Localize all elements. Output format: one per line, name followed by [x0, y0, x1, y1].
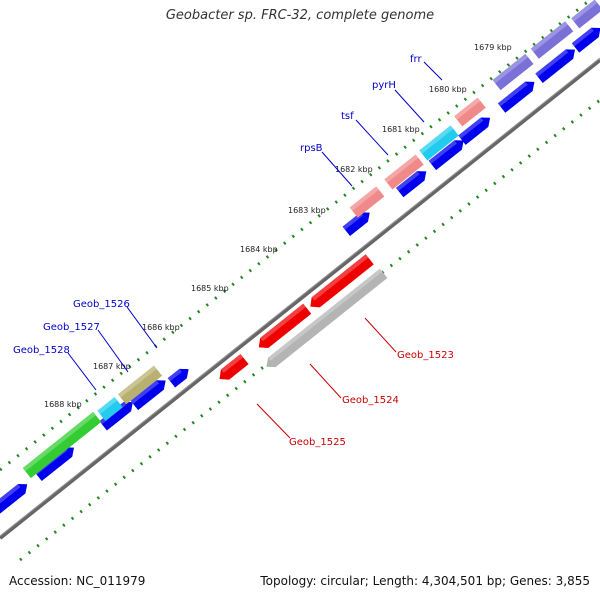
outer-dotted-track	[0, 0, 593, 472]
forward-orf-11[interactable]	[571, 23, 600, 53]
forward-orf-7[interactable]	[428, 136, 468, 171]
tick-1683: 1683 kbp	[288, 206, 326, 215]
forward-orf-9[interactable]	[497, 77, 538, 113]
tick-1679: 1679 kbp	[474, 43, 512, 52]
forward-orf-track	[0, 23, 600, 517]
tick-1680: 1680 kbp	[429, 85, 467, 94]
tick-1685: 1685 kbp	[191, 284, 229, 293]
forward-orf-6[interactable]	[395, 167, 430, 198]
forward-orf-10[interactable]	[535, 45, 578, 84]
cds-tsf[interactable]	[384, 154, 424, 190]
gene-label-pyrH[interactable]: pyrH	[372, 80, 396, 91]
forward-orf-8[interactable]	[458, 113, 494, 145]
cds-purple-1[interactable]	[492, 53, 534, 91]
tick-1687: 1687 kbp	[93, 362, 131, 371]
inner-dotted-track	[19, 98, 600, 562]
cds-geob-1528[interactable]	[22, 411, 102, 479]
forward-orf-0[interactable]	[0, 480, 31, 517]
tick-labels: 1679 kbp 1680 kbp 1681 kbp 1682 kbp 1683…	[44, 43, 512, 409]
label-leaders	[67, 61, 443, 391]
cds-pyrH[interactable]	[419, 125, 459, 161]
genome-summary-text: Topology: circular; Length: 4,304,501 bp…	[260, 574, 590, 588]
gene-label-geob-1526[interactable]: Geob_1526	[73, 299, 130, 310]
gene-label-geob-1524[interactable]: Geob_1524	[342, 395, 399, 406]
gene-labels: frr pyrH tsf rpsB Geob_1526 Geob_1527 Ge…	[13, 54, 454, 448]
accession-text: Accession: NC_011979	[9, 574, 146, 588]
forward-orf-3[interactable]	[130, 376, 170, 411]
cds-geob-1526[interactable]	[117, 365, 163, 405]
gene-label-tsf[interactable]: tsf	[341, 111, 354, 122]
gene-label-geob-1525[interactable]: Geob_1525	[289, 437, 346, 448]
cds-purple-3[interactable]	[571, 0, 600, 29]
cds-geob-1525[interactable]	[215, 353, 249, 384]
cds-frr[interactable]	[454, 97, 486, 127]
cds-geob-1523[interactable]	[306, 254, 374, 312]
cds-purple-2[interactable]	[530, 21, 574, 59]
tick-1682: 1682 kbp	[335, 165, 373, 174]
annotated-gene-track	[22, 0, 600, 479]
tick-1684: 1684 kbp	[240, 245, 278, 254]
tick-1688: 1688 kbp	[44, 400, 82, 409]
cds-geob-1527[interactable]	[97, 397, 123, 421]
label-leaders-reverse	[256, 317, 397, 439]
gene-label-frr[interactable]: frr	[410, 54, 422, 65]
map-title: Geobacter sp. FRC-32, complete genome	[165, 8, 435, 23]
gene-label-geob-1523[interactable]: Geob_1523	[397, 350, 454, 361]
cds-geob-1524[interactable]	[255, 303, 312, 353]
cds-rpsB[interactable]	[349, 186, 385, 218]
tick-1686: 1686 kbp	[142, 323, 180, 332]
gene-label-rpsB[interactable]: rpsB	[300, 143, 323, 154]
cds-geob-1524-grey[interactable]	[263, 268, 388, 372]
tick-1681: 1681 kbp	[382, 125, 420, 134]
genome-backbone	[0, 57, 600, 540]
forward-orf-4[interactable]	[167, 364, 193, 388]
gene-label-geob-1527[interactable]: Geob_1527	[43, 322, 100, 333]
gene-label-geob-1528[interactable]: Geob_1528	[13, 345, 70, 356]
